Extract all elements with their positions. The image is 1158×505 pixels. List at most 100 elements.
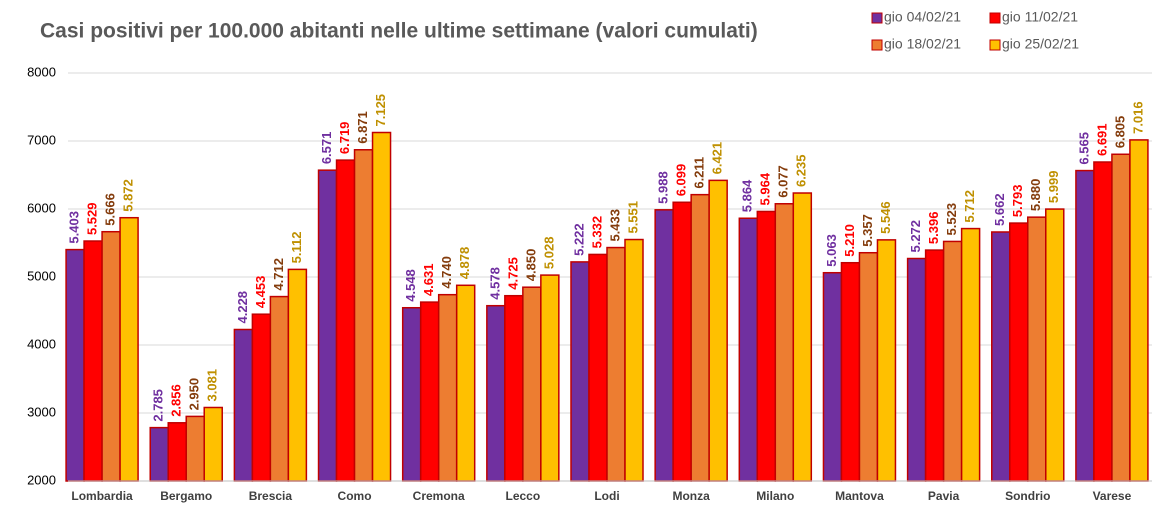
data-label: 5.880 xyxy=(1028,179,1043,212)
legend-swatch xyxy=(871,39,883,51)
data-label: 5.988 xyxy=(656,171,671,204)
bar xyxy=(606,246,626,482)
bar xyxy=(738,217,759,482)
bar xyxy=(1027,216,1047,482)
bar xyxy=(906,257,927,482)
bar xyxy=(570,261,590,482)
bar xyxy=(65,248,85,482)
bar xyxy=(672,201,692,482)
data-label: 4.631 xyxy=(421,264,436,297)
x-tick-label: Sondrio xyxy=(1005,489,1050,503)
bar xyxy=(588,253,608,482)
data-label: 7.016 xyxy=(1130,101,1145,134)
data-label: 4.712 xyxy=(271,258,286,291)
bar xyxy=(167,422,187,482)
data-label: 5.210 xyxy=(842,224,857,257)
data-label: 5.864 xyxy=(740,179,755,212)
bar xyxy=(251,313,272,482)
bar xyxy=(437,293,458,482)
chart-title: Casi positivi per 100.000 abitanti nelle… xyxy=(40,20,758,43)
data-label: 5.028 xyxy=(541,237,556,270)
data-label: 3.081 xyxy=(205,369,220,402)
legend-swatch xyxy=(871,12,883,24)
x-tick-label: Monza xyxy=(672,489,710,503)
bar xyxy=(876,239,897,482)
bar xyxy=(1075,169,1095,482)
data-label: 6.421 xyxy=(710,142,725,175)
data-label: 4.548 xyxy=(403,269,418,302)
data-label: 6.571 xyxy=(319,132,334,165)
bar xyxy=(317,169,338,482)
data-label: 5.999 xyxy=(1046,171,1061,204)
data-label: 4.578 xyxy=(487,267,502,300)
x-tick-label: Lombardia xyxy=(71,489,133,503)
bar xyxy=(822,271,843,482)
x-tick-label: Cremona xyxy=(413,489,465,503)
bar xyxy=(840,261,861,482)
x-tick-label: Lodi xyxy=(594,489,619,503)
data-label: 5.793 xyxy=(1010,185,1025,218)
bar xyxy=(419,301,440,482)
data-label: 5.666 xyxy=(103,193,118,226)
data-label: 5.357 xyxy=(860,214,875,247)
legend-label: gio 04/02/21 xyxy=(884,9,961,25)
data-label: 5.546 xyxy=(878,201,893,234)
bar xyxy=(690,193,710,482)
data-label: 7.125 xyxy=(373,94,388,127)
data-label: 4.740 xyxy=(439,256,454,289)
data-label: 6.235 xyxy=(794,154,809,187)
x-tick-label: Lecco xyxy=(506,489,541,503)
data-label: 6.691 xyxy=(1094,123,1109,156)
bar xyxy=(1111,153,1131,482)
data-label: 6.211 xyxy=(692,157,707,189)
data-label: 4.878 xyxy=(457,247,472,280)
bar xyxy=(1093,161,1113,482)
bar xyxy=(353,149,374,482)
bar xyxy=(233,328,254,482)
data-label: 2.785 xyxy=(151,389,166,422)
data-label: 6.565 xyxy=(1076,132,1091,165)
x-tick-label: Milano xyxy=(756,489,794,503)
data-label: 5.396 xyxy=(926,212,941,245)
y-tick-label: 2000 xyxy=(27,472,56,487)
bar xyxy=(504,294,524,482)
bar xyxy=(455,284,476,482)
legend-label: gio 18/02/21 xyxy=(884,36,961,52)
bar xyxy=(486,304,506,482)
data-label: 4.228 xyxy=(235,291,250,324)
x-tick-label: Mantova xyxy=(835,489,884,503)
data-label: 5.964 xyxy=(758,172,773,205)
data-label: 5.551 xyxy=(625,201,640,234)
bar xyxy=(401,306,422,482)
bar xyxy=(654,209,674,482)
bar xyxy=(203,406,223,482)
bar xyxy=(624,238,644,482)
data-label: 5.433 xyxy=(607,209,622,242)
bar xyxy=(119,216,139,482)
y-tick-label: 3000 xyxy=(27,404,56,419)
bar xyxy=(858,251,879,482)
bar xyxy=(924,249,945,482)
bar xyxy=(101,230,121,482)
data-label: 2.856 xyxy=(169,384,184,417)
bar xyxy=(149,426,169,482)
y-tick-label: 7000 xyxy=(27,132,56,147)
x-tick-label: Pavia xyxy=(928,489,960,503)
data-label: 5.272 xyxy=(908,220,923,253)
data-label: 5.332 xyxy=(589,216,604,249)
data-label: 6.077 xyxy=(776,165,791,198)
data-label: 4.725 xyxy=(505,257,520,290)
data-label: 5.403 xyxy=(67,211,82,244)
x-tick-label: Bergamo xyxy=(160,489,212,503)
legend-swatch xyxy=(989,39,1001,51)
bar xyxy=(335,159,356,482)
bar xyxy=(960,227,981,482)
x-tick-label: Varese xyxy=(1093,489,1132,503)
legend-label: gio 11/02/21 xyxy=(1002,9,1078,25)
bar xyxy=(942,240,963,482)
bar xyxy=(756,210,777,482)
bar xyxy=(1009,222,1029,482)
bar xyxy=(287,268,308,482)
bar xyxy=(1045,208,1065,482)
